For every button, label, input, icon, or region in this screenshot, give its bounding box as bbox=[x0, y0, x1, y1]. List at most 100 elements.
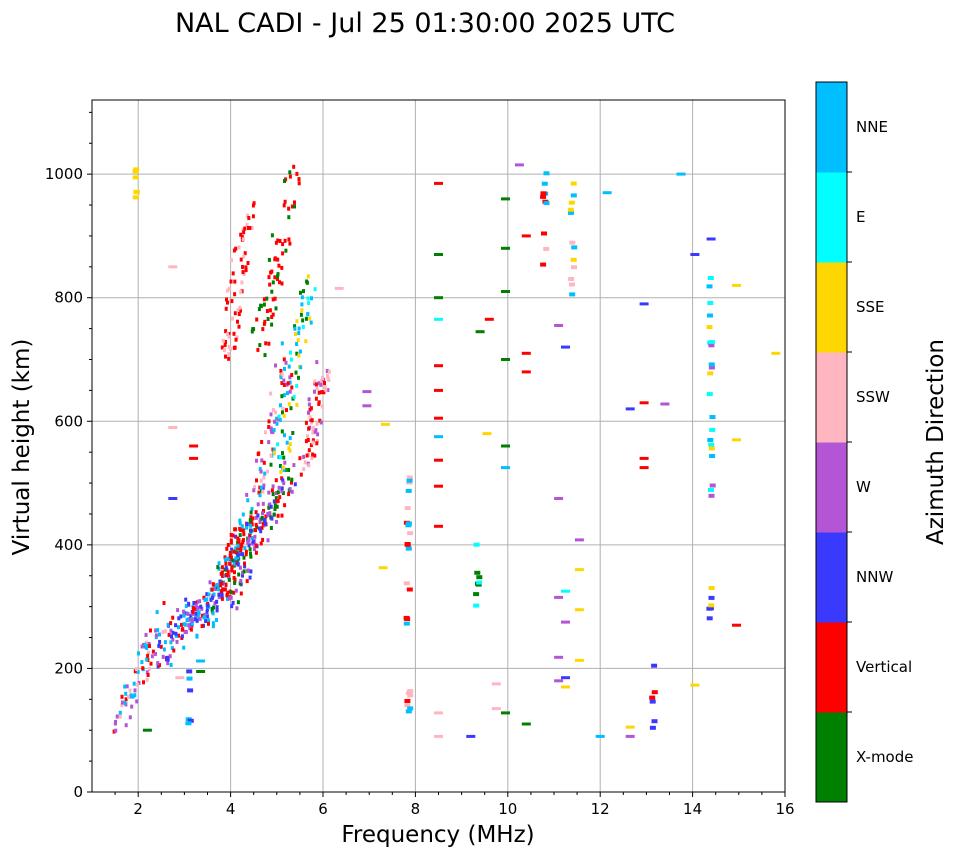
echo-mark-vertical bbox=[224, 561, 228, 566]
echo-mark-nne bbox=[288, 380, 292, 385]
echo-mark-nnw bbox=[206, 603, 210, 608]
echo-mark-ssw bbox=[406, 475, 413, 480]
echo-mark-sse bbox=[287, 402, 291, 407]
echo-mark-ssw bbox=[319, 379, 323, 384]
echo-mark-e bbox=[279, 455, 282, 460]
echo-mark-vertical bbox=[287, 492, 291, 497]
echo-mark-sse bbox=[132, 175, 139, 180]
echo-mark-ssw bbox=[242, 254, 246, 259]
echo-mark-x-mode bbox=[274, 306, 278, 311]
echo-mark-vertical bbox=[239, 548, 243, 553]
echo-mark-vertical bbox=[651, 690, 658, 695]
echo-mark-vertical bbox=[254, 528, 258, 533]
echo-mark-w bbox=[171, 637, 175, 642]
echo-mark-vertical bbox=[406, 587, 413, 592]
echo-mark-nnw bbox=[234, 534, 238, 539]
echo-mark-w bbox=[254, 515, 258, 520]
echo-mark-vertical bbox=[307, 426, 311, 431]
echo-mark-ssw bbox=[237, 245, 241, 250]
echo-mark-e bbox=[295, 383, 299, 388]
echo-mark-e bbox=[434, 317, 443, 321]
echo-mark-x-mode bbox=[280, 429, 284, 434]
echo-mark-w bbox=[288, 375, 292, 380]
echo-mark-e bbox=[706, 392, 713, 397]
echo-mark-e bbox=[476, 580, 483, 585]
colorbar-label-e: E bbox=[856, 208, 865, 226]
echo-mark-vertical bbox=[273, 296, 277, 301]
echo-mark-nne bbox=[211, 624, 215, 629]
echo-mark-w bbox=[708, 493, 715, 498]
echo-mark-nne bbox=[211, 611, 215, 616]
echo-mark-nne bbox=[246, 498, 250, 503]
echo-mark-nne bbox=[169, 640, 173, 645]
echo-mark-w bbox=[574, 538, 584, 542]
echo-mark-vertical bbox=[242, 532, 246, 537]
echo-mark-vertical bbox=[280, 513, 284, 518]
echo-mark-w bbox=[217, 595, 221, 600]
echo-mark-nnw bbox=[186, 669, 193, 674]
echo-mark-w bbox=[168, 654, 172, 659]
echo-mark-nne bbox=[602, 191, 612, 195]
echo-mark-vertical bbox=[273, 275, 277, 280]
echo-mark-ssw bbox=[163, 629, 167, 634]
echo-mark-ssw bbox=[269, 391, 273, 396]
echo-mark-nne bbox=[156, 628, 160, 633]
echo-mark-vertical bbox=[146, 673, 150, 677]
echo-mark-nne bbox=[263, 471, 267, 476]
echo-mark-vertical bbox=[232, 345, 236, 350]
x-tick-label: 14 bbox=[683, 800, 702, 818]
echo-mark-nne bbox=[709, 415, 716, 419]
echo-mark-w bbox=[137, 680, 141, 685]
echo-mark-nnw bbox=[189, 614, 193, 619]
echo-mark-x-mode bbox=[238, 581, 242, 586]
echo-mark-ssw bbox=[226, 288, 230, 293]
colorbar-frame bbox=[815, 81, 848, 803]
echo-mark-nne bbox=[250, 507, 254, 512]
echo-mark-x-mode bbox=[294, 370, 298, 375]
echo-mark-vertical bbox=[141, 666, 145, 671]
echo-mark-nne bbox=[543, 171, 550, 176]
echo-mark-nnw bbox=[706, 237, 716, 241]
echo-mark-vertical bbox=[254, 550, 258, 555]
echo-mark-w bbox=[326, 388, 330, 392]
echo-mark-vertical bbox=[270, 269, 274, 274]
echo-mark-nne bbox=[212, 592, 216, 597]
echo-mark-w bbox=[256, 502, 260, 507]
echo-mark-nnw bbox=[251, 539, 255, 544]
echo-mark-x-mode bbox=[231, 558, 235, 563]
chart-title: NAL CADI - Jul 25 01:30:00 2025 UTC bbox=[175, 8, 675, 39]
echo-mark-nnw bbox=[247, 543, 251, 548]
echo-mark-vertical bbox=[299, 472, 303, 477]
y-tick-label: 1000 bbox=[45, 165, 83, 183]
echo-mark-w bbox=[121, 700, 124, 705]
echo-mark-vertical bbox=[243, 251, 247, 256]
x-tick-label: 12 bbox=[591, 800, 610, 818]
echo-mark-ssw bbox=[118, 714, 122, 719]
echo-mark-e bbox=[708, 442, 715, 447]
echo-mark-x-mode bbox=[290, 477, 294, 482]
echo-mark-w bbox=[191, 618, 195, 623]
echo-mark-ssw bbox=[309, 420, 313, 425]
echo-mark-vertical bbox=[262, 509, 265, 513]
echo-mark-vertical bbox=[306, 438, 310, 442]
echo-mark-vertical bbox=[227, 356, 231, 361]
echo-mark-vertical bbox=[242, 230, 246, 235]
echo-mark-vertical bbox=[280, 265, 284, 270]
echo-mark-x-mode bbox=[267, 257, 271, 262]
echo-mark-vertical bbox=[262, 460, 266, 465]
echo-mark-ssw bbox=[327, 369, 331, 374]
echo-mark-vertical bbox=[220, 596, 224, 601]
echo-mark-e bbox=[707, 276, 714, 280]
echo-mark-vertical bbox=[290, 373, 294, 377]
echo-mark-vertical bbox=[240, 235, 244, 239]
echo-mark-vertical bbox=[434, 484, 443, 488]
echo-mark-nne bbox=[300, 302, 304, 307]
echo-mark-sse bbox=[133, 190, 140, 195]
echo-mark-ssw bbox=[241, 237, 245, 242]
echo-mark-w bbox=[133, 688, 137, 693]
echo-mark-x-mode bbox=[269, 462, 273, 467]
echo-mark-nne bbox=[272, 428, 276, 433]
echo-mark-e bbox=[307, 301, 311, 305]
echo-mark-ssw bbox=[320, 404, 324, 409]
echo-mark-vertical bbox=[273, 257, 277, 262]
